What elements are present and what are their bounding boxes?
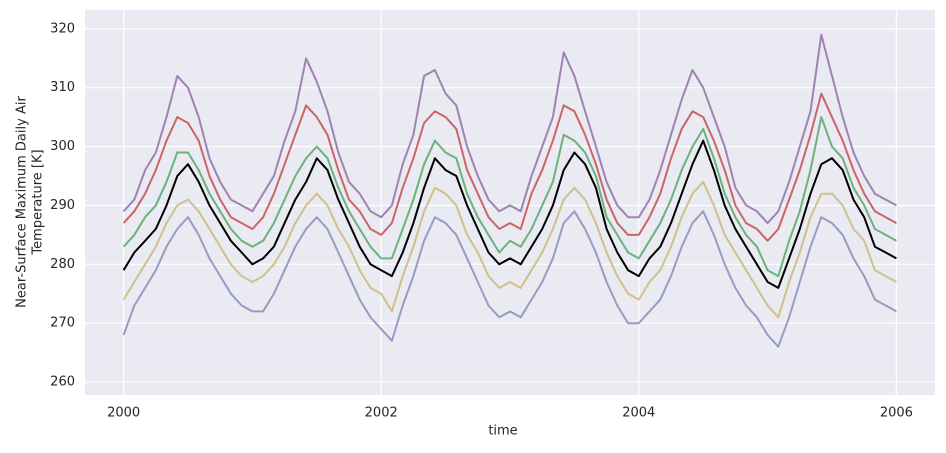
y-tick-label: 280 (50, 257, 75, 272)
y-tick-label: 300 (50, 139, 75, 154)
x-axis-label: time (488, 424, 517, 439)
series-line (122, 139, 897, 289)
series-line (122, 116, 897, 278)
y-axis-label: Temperature [K] (31, 149, 46, 255)
y-tick-label: 310 (50, 80, 75, 95)
x-tick-label: 2000 (107, 406, 140, 421)
x-tick-label: 2004 (622, 406, 655, 421)
y-tick-label: 290 (50, 198, 75, 213)
y-tick-label: 270 (50, 316, 75, 331)
x-tick-label: 2002 (365, 406, 398, 421)
y-axis-label: Near-Surface Maximum Daily Air (15, 96, 30, 308)
y-tick-label: 320 (50, 21, 75, 36)
series-line (122, 33, 897, 225)
x-tick-label: 2006 (880, 406, 913, 421)
y-tick-label: 260 (50, 375, 75, 390)
series-line (122, 210, 897, 348)
series-line (122, 92, 897, 242)
plot-area (85, 10, 935, 395)
series-line (122, 180, 897, 319)
